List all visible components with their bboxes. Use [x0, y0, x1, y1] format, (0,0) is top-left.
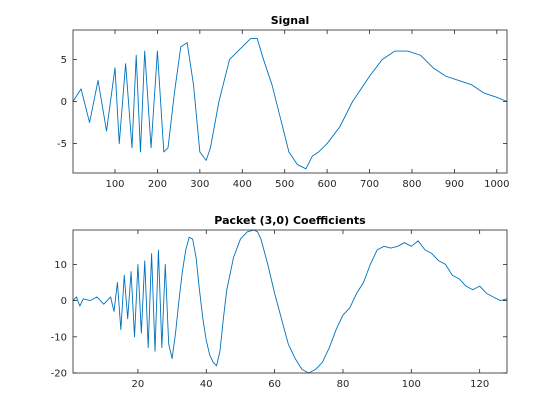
x-tick-label: 20: [132, 379, 145, 390]
y-tick-label: 0: [61, 97, 67, 108]
x-tick-label: 120: [470, 379, 489, 390]
x-tick-label: 100: [105, 179, 124, 190]
y-tick-label: 5: [61, 55, 67, 66]
y-tick-label: -5: [57, 139, 67, 150]
y-tick-label: -20: [51, 369, 67, 380]
plot-area: [73, 230, 507, 373]
chart-title: Signal: [271, 14, 310, 27]
x-tick-label: 60: [268, 379, 281, 390]
chart-title: Packet (3,0) Coefficients: [214, 214, 366, 227]
x-tick-label: 300: [190, 179, 209, 190]
y-tick-label: 0: [61, 296, 67, 307]
x-tick-label: 900: [445, 179, 464, 190]
y-tick-label: -10: [51, 332, 67, 343]
x-tick-label: 500: [275, 179, 294, 190]
x-tick-label: 700: [360, 179, 379, 190]
x-tick-label: 40: [200, 379, 213, 390]
coefficients-panel: 20 40 60 80 100 120 -20 -10 0 10 Packet (3,0) Coef…: [51, 214, 508, 390]
x-tick-label: 600: [318, 179, 337, 190]
x-tick-label: 1000: [484, 179, 509, 190]
x-tick-label: 800: [402, 179, 421, 190]
x-tick-label: 400: [233, 179, 252, 190]
x-tick-label: 200: [148, 179, 167, 190]
signal-panel: 100 200 300 400 500 600 700 800 900 1000 -5 0 5 Signa…: [57, 14, 510, 190]
x-tick-label: 100: [402, 379, 421, 390]
series-line-0: [72, 229, 508, 374]
x-tick-label: 80: [337, 379, 350, 390]
series-line-0: [72, 37, 508, 170]
y-tick-label: 10: [54, 260, 67, 271]
axes-box: [72, 229, 508, 374]
